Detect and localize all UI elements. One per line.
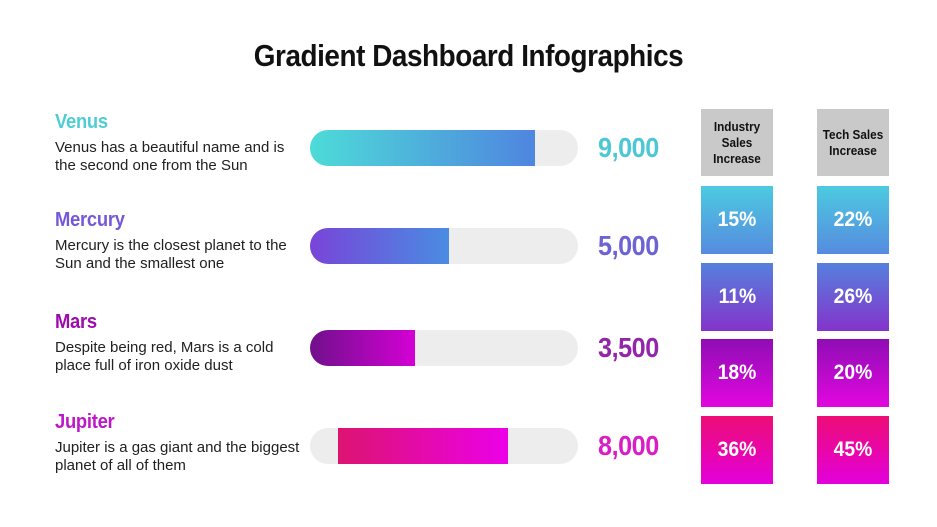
percent-tile: 11% (701, 263, 773, 331)
percent-tile: 20% (817, 339, 889, 407)
planet-description-jupiter: Jupiter is a gas giant and the biggest p… (55, 439, 300, 474)
planet-block-venus: Venus Venus has a beautiful name and is … (55, 111, 310, 174)
page-title: Gradient Dashboard Infographics (253, 38, 684, 73)
value-label-jupiter: 8,000 (598, 430, 659, 461)
planet-heading-jupiter: Jupiter (55, 411, 115, 433)
progress-bar-mars (310, 330, 578, 366)
percent-value: 45% (833, 438, 873, 461)
percent-tile: 26% (817, 263, 889, 331)
percent-value: 26% (833, 285, 873, 308)
column-header-industry-sales-label: Industry Sales Increase (713, 119, 761, 166)
progress-fill-mars (310, 330, 415, 366)
column-header-tech-sales: Tech Sales Increase (817, 109, 889, 176)
progress-bar-jupiter (310, 428, 578, 464)
column-header-tech-sales-label: Tech Sales Increase (822, 127, 884, 158)
percent-value: 15% (717, 208, 757, 231)
planet-block-mars: Mars Despite being red, Mars is a cold p… (55, 311, 310, 374)
percent-value: 11% (718, 285, 756, 308)
value-label-mars: 3,500 (598, 332, 659, 363)
value-label-venus: 9,000 (598, 132, 659, 163)
percent-value: 18% (717, 361, 757, 384)
percent-tile: 45% (817, 416, 889, 484)
value-label-mercury: 5,000 (598, 230, 659, 261)
percent-value: 36% (717, 438, 757, 461)
progress-bar-venus (310, 130, 578, 166)
percent-value: 22% (833, 208, 873, 231)
planet-description-mars: Despite being red, Mars is a cold place … (55, 339, 274, 374)
planet-heading-venus: Venus (55, 111, 108, 133)
percent-tile: 18% (701, 339, 773, 407)
percent-value: 20% (833, 361, 873, 384)
percent-tile: 15% (701, 186, 773, 254)
planet-block-jupiter: Jupiter Jupiter is a gas giant and the b… (55, 411, 310, 474)
progress-bar-mercury (310, 228, 578, 264)
progress-fill-jupiter (338, 428, 509, 464)
planet-description-venus: Venus has a beautiful name and is the se… (55, 139, 285, 174)
column-header-industry-sales: Industry Sales Increase (701, 109, 773, 176)
planet-heading-mercury: Mercury (55, 209, 125, 231)
planet-block-mercury: Mercury Mercury is the closest planet to… (55, 209, 310, 272)
percent-tile: 22% (817, 186, 889, 254)
progress-fill-mercury (310, 228, 450, 264)
progress-fill-venus (310, 130, 536, 166)
percent-tile: 36% (701, 416, 773, 484)
planet-heading-mars: Mars (55, 311, 97, 333)
planet-description-mercury: Mercury is the closest planet to the Sun… (55, 237, 287, 272)
